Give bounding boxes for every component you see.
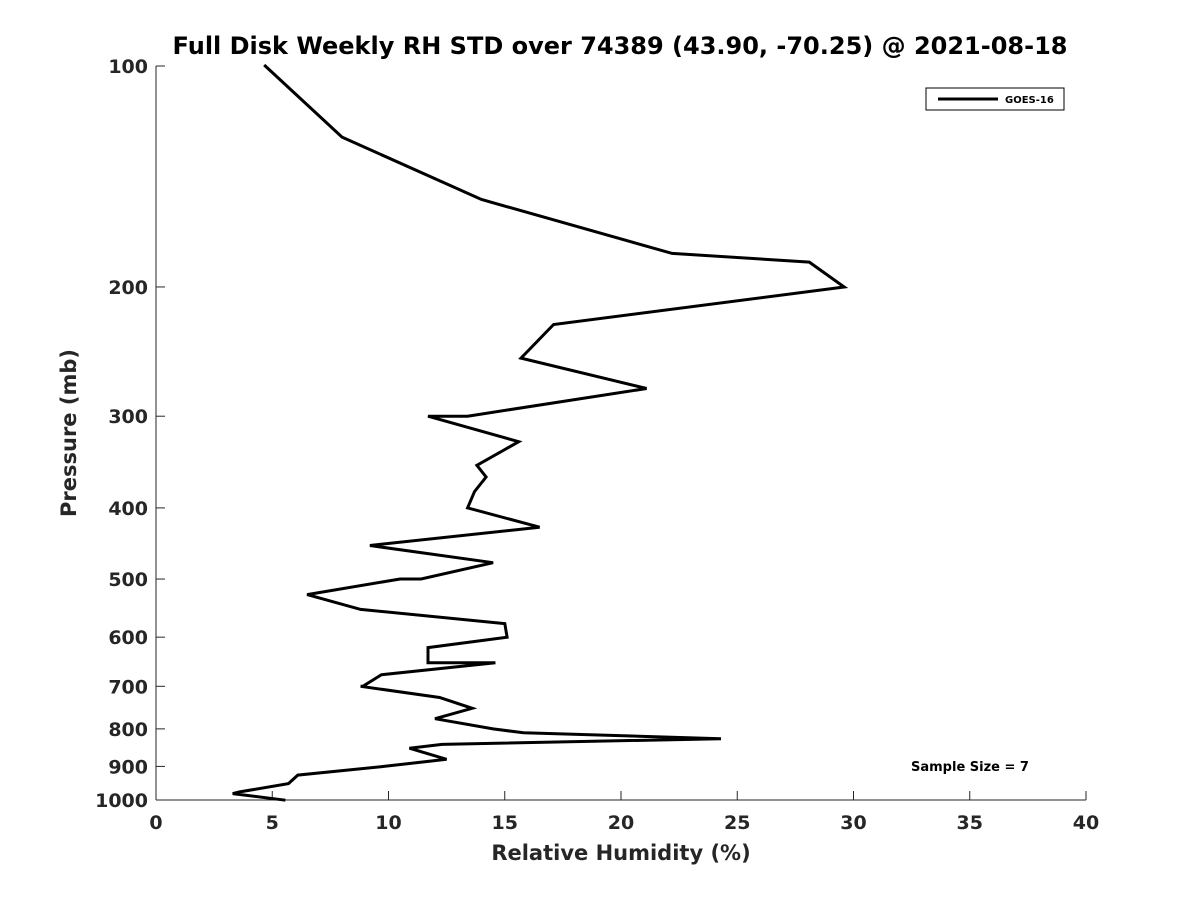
y-tick-group: 100 200 300 400 500 600 700 800 900 1000	[95, 56, 165, 812]
y-tick-label: 800	[108, 719, 148, 741]
y-tick-label: 300	[108, 406, 148, 428]
y-tick-label: 400	[108, 498, 148, 520]
series-line-goes-16	[232, 63, 849, 802]
y-tick-label: 600	[108, 627, 148, 649]
x-tick-label: 10	[375, 812, 401, 834]
x-tick-label: 0	[149, 812, 162, 834]
y-tick-label: 500	[108, 569, 148, 591]
y-axis-label: Pressure (mb)	[57, 349, 81, 517]
plot-area: 0 5 10 15 20 25 30 35 40 100 200 300 400 500 600 700 80…	[95, 56, 1099, 834]
sample-size-annotation: Sample Size = 7	[911, 760, 1029, 775]
legend-label-goes-16: GOES-16	[1005, 95, 1054, 106]
x-tick-label: 30	[840, 812, 866, 834]
y-tick-label: 1000	[95, 790, 148, 812]
y-tick-label: 200	[108, 277, 148, 299]
x-tick-label: 35	[957, 812, 983, 834]
x-tick-label: 40	[1073, 812, 1099, 834]
x-tick-label: 15	[492, 812, 518, 834]
y-tick-label: 900	[108, 756, 148, 778]
x-axis-label: Relative Humidity (%)	[491, 841, 750, 865]
x-tick-label: 25	[724, 812, 750, 834]
x-tick-label: 20	[608, 812, 634, 834]
y-tick-label: 700	[108, 676, 148, 698]
y-tick-label: 100	[108, 56, 148, 78]
x-tick-group: 0 5 10 15 20 25 30 35 40	[149, 791, 1099, 834]
x-tick-label: 5	[266, 812, 279, 834]
chart-title: Full Disk Weekly RH STD over 74389 (43.9…	[173, 32, 1068, 60]
legend: GOES-16	[925, 87, 1065, 111]
